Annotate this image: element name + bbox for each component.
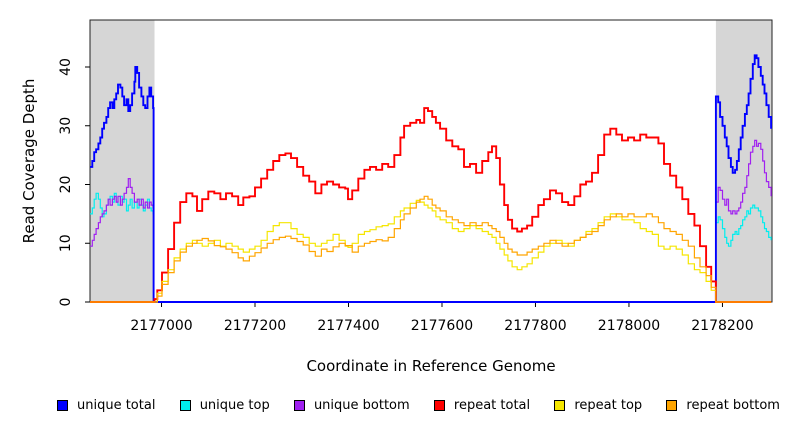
y-tick-label: 20 — [58, 176, 74, 194]
legend-swatch-unique-total — [57, 400, 68, 411]
x-tick-label: 2177600 — [411, 318, 473, 334]
highlight-regions — [90, 20, 772, 302]
highlight-region — [90, 20, 155, 302]
axes: 2177000 2177200 2177400 2177600 2177800 21780… — [58, 58, 754, 334]
legend-label-repeat-total: repeat total — [453, 398, 531, 413]
legend-item-unique-top: unique top — [179, 398, 270, 413]
legend-label-unique-bottom: unique bottom — [313, 398, 410, 413]
series-line-repeat-total — [90, 107, 772, 303]
legend-swatch-unique-top — [179, 400, 191, 411]
x-tick-label: 2177400 — [317, 318, 379, 334]
legend-label-unique-total: unique total — [77, 398, 156, 413]
legend-label-repeat-top: repeat top — [574, 398, 643, 413]
legend-label-unique-top: unique top — [199, 398, 270, 413]
x-tick-label: 2177200 — [224, 318, 286, 334]
y-tick-label: 30 — [58, 117, 74, 135]
legend-label-repeat-bottom: repeat bottom — [686, 398, 780, 413]
y-axis-title: Read Coverage Depth — [20, 79, 38, 244]
legend-item-repeat-bottom: repeat bottom — [666, 398, 780, 413]
series-line-repeat-top — [90, 199, 772, 303]
legend-item-repeat-top: repeat top — [554, 398, 642, 413]
legend-swatch-repeat-total — [433, 400, 445, 411]
y-tick-label: 0 — [58, 298, 74, 307]
x-tick-label: 2178000 — [598, 318, 660, 334]
legend-item-unique-bottom: unique bottom — [293, 398, 410, 413]
series-line-unique-top — [90, 192, 772, 303]
x-tick-label: 2178200 — [691, 318, 753, 334]
series-line-unique-total — [90, 54, 773, 303]
legend-swatch-repeat-bottom — [666, 400, 678, 411]
series-line-repeat-bottom — [90, 195, 772, 303]
x-axis-title: Coordinate in Reference Genome — [306, 357, 555, 375]
coverage-plot: 2177000 2177200 2177400 2177600 2177800 21780… — [20, 19, 773, 375]
series-lines — [90, 54, 773, 303]
y-tick-label: 10 — [58, 234, 74, 252]
legend-swatch-unique-bottom — [293, 400, 305, 411]
y-tick-label: 40 — [58, 58, 74, 76]
legend: unique total unique top unique bottom re… — [57, 398, 780, 413]
x-tick-label: 2177800 — [504, 318, 566, 334]
legend-swatch-repeat-top — [554, 400, 566, 411]
legend-item-unique-total: unique total — [57, 398, 155, 413]
series-line-unique-bottom — [90, 139, 772, 303]
plot-frame — [89, 19, 773, 303]
legend-item-repeat-total: repeat total — [433, 398, 531, 413]
x-tick-label: 2177000 — [130, 318, 192, 334]
